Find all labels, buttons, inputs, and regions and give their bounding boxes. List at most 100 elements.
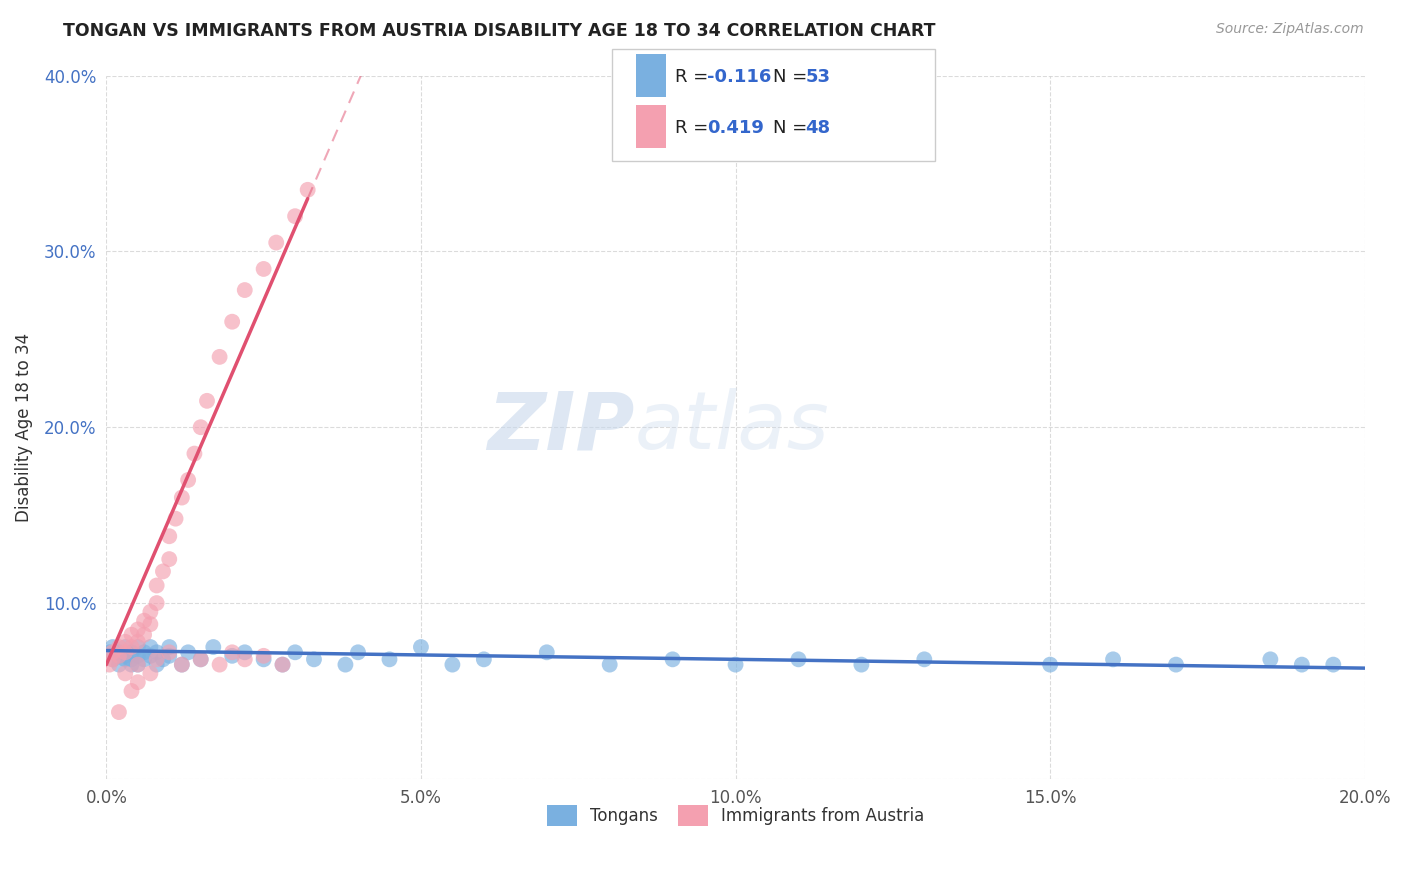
Text: R =: R = [675,120,714,137]
Point [145,645,167,659]
Point [787,652,810,666]
Point [127,657,149,672]
Text: 48: 48 [806,120,831,137]
Point [221,315,243,329]
Point [271,657,294,672]
Point [195,393,218,408]
Point [121,645,143,659]
Point [114,640,136,654]
Point [271,657,294,672]
Point [284,209,307,223]
Point [101,645,124,659]
Point [145,578,167,592]
Point [132,645,155,659]
Point [302,652,325,666]
Point [599,657,621,672]
Point [121,657,143,672]
Point [284,645,307,659]
Point [121,684,143,698]
Point [912,652,935,666]
Text: R =: R = [675,68,714,87]
Point [127,648,149,663]
Point [177,645,200,659]
Point [1164,657,1187,672]
Point [139,605,162,619]
Y-axis label: Disability Age 18 to 34: Disability Age 18 to 34 [15,333,32,522]
Text: -0.116: -0.116 [707,68,772,87]
Text: 0.419: 0.419 [707,120,763,137]
Point [121,652,143,666]
Point [114,648,136,663]
Point [152,565,174,579]
Point [139,648,162,663]
Point [108,705,131,719]
Point [139,617,162,632]
Point [221,648,243,663]
Point [190,652,212,666]
Point [157,648,180,663]
Point [127,657,149,672]
Point [145,596,167,610]
Point [202,640,225,654]
Point [1039,657,1062,672]
Point [297,183,319,197]
Point [409,640,432,654]
Point [98,645,121,659]
Point [1102,652,1125,666]
Point [127,640,149,654]
Point [190,420,212,434]
Point [190,652,212,666]
Point [157,645,180,659]
Point [233,283,256,297]
Point [1322,657,1344,672]
Point [145,657,167,672]
Point [335,657,357,672]
Point [233,652,256,666]
Point [101,640,124,654]
Point [157,640,180,654]
Point [170,491,193,505]
Point [139,640,162,654]
Point [108,648,131,663]
Point [98,657,121,672]
Point [139,666,162,681]
Point [208,657,231,672]
Point [724,657,747,672]
Point [253,262,276,277]
Point [108,657,131,672]
Point [132,652,155,666]
Point [114,645,136,659]
Point [170,657,193,672]
Point [177,473,200,487]
Point [221,645,243,659]
Point [121,640,143,654]
Point [253,652,276,666]
Point [1260,652,1282,666]
Text: Source: ZipAtlas.com: Source: ZipAtlas.com [1216,22,1364,37]
Point [127,634,149,648]
Point [114,634,136,648]
Point [472,652,495,666]
Point [536,645,558,659]
Text: N =: N = [773,120,813,137]
Point [661,652,683,666]
Point [157,552,180,566]
Point [157,529,180,543]
Point [108,648,131,663]
Point [127,675,149,690]
Point [233,645,256,659]
Point [121,628,143,642]
Point [114,652,136,666]
Text: TONGAN VS IMMIGRANTS FROM AUSTRIA DISABILITY AGE 18 TO 34 CORRELATION CHART: TONGAN VS IMMIGRANTS FROM AUSTRIA DISABI… [63,22,936,40]
Point [108,640,131,654]
Text: atlas: atlas [636,388,830,467]
Text: 53: 53 [806,68,831,87]
Point [101,652,124,666]
Legend: Tongans, Immigrants from Austria: Tongans, Immigrants from Austria [538,797,932,834]
Point [378,652,401,666]
Point [1291,657,1313,672]
Point [108,645,131,659]
Point [114,666,136,681]
Point [165,511,187,525]
Point [208,350,231,364]
